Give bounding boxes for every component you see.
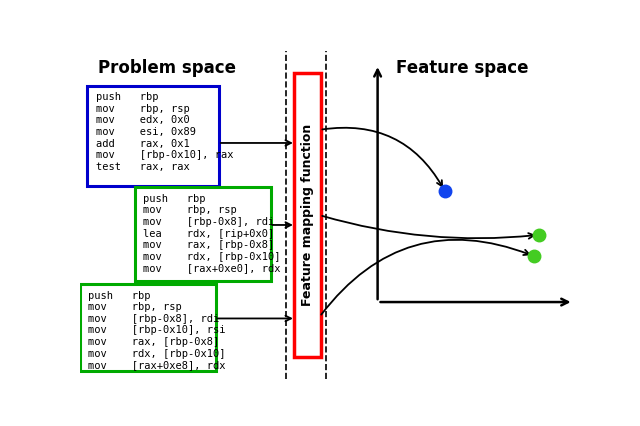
Text: push   rbp
mov    rbp, rsp
mov    edx, 0x0
mov    esi, 0x89
add    rax, 0x1
mov : push rbp mov rbp, rsp mov edx, 0x0 mov e… bbox=[96, 92, 234, 172]
FancyBboxPatch shape bbox=[88, 86, 219, 186]
Text: Problem space: Problem space bbox=[98, 59, 236, 78]
Text: push   rbp
mov    rbp, rsp
mov    [rbp-0x8], rdi
mov    [rbp-0x10], rsi
mov    r: push rbp mov rbp, rsp mov [rbp-0x8], rdi… bbox=[88, 291, 226, 370]
FancyBboxPatch shape bbox=[294, 73, 321, 357]
Text: Feature space: Feature space bbox=[396, 59, 528, 78]
Text: push   rbp
mov    rbp, rsp
mov    [rbp-0x8], rdi
lea    rdx, [rip+0x0]
mov    ra: push rbp mov rbp, rsp mov [rbp-0x8], rdi… bbox=[143, 194, 280, 273]
FancyBboxPatch shape bbox=[80, 284, 216, 371]
FancyBboxPatch shape bbox=[134, 187, 271, 281]
Text: Feature mapping function: Feature mapping function bbox=[301, 124, 314, 306]
